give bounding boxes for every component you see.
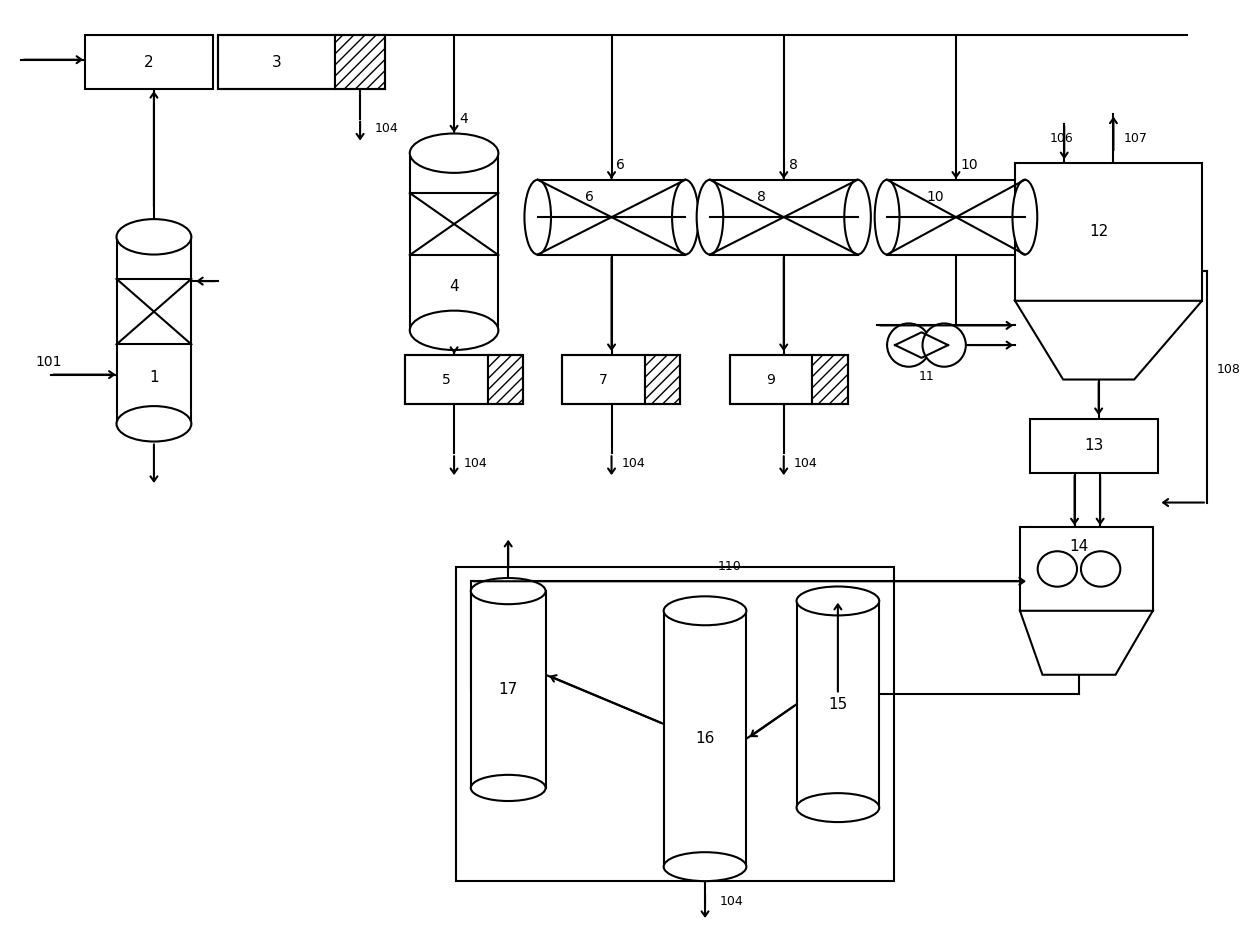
Text: 104: 104 — [794, 457, 817, 469]
Bar — [335, 35, 386, 89]
Bar — [1016, 163, 1202, 301]
Ellipse shape — [796, 793, 879, 822]
Text: 104: 104 — [621, 457, 645, 469]
Text: 6: 6 — [585, 190, 594, 204]
Bar — [218, 35, 335, 89]
Ellipse shape — [525, 180, 551, 255]
Bar — [663, 611, 746, 866]
Ellipse shape — [796, 587, 879, 615]
Ellipse shape — [117, 406, 191, 442]
Text: 104: 104 — [719, 895, 744, 907]
Text: 104: 104 — [464, 457, 487, 469]
Text: 2: 2 — [144, 55, 154, 69]
Ellipse shape — [409, 311, 498, 350]
Polygon shape — [1016, 301, 1202, 379]
Text: 10: 10 — [961, 158, 978, 172]
Bar — [218, 35, 386, 89]
Text: 9: 9 — [766, 373, 775, 387]
Ellipse shape — [672, 180, 698, 255]
Bar — [887, 180, 1025, 255]
Text: 13: 13 — [1084, 439, 1104, 453]
Ellipse shape — [874, 180, 899, 255]
Bar — [487, 355, 523, 404]
Bar — [405, 355, 523, 404]
Bar — [645, 355, 681, 404]
Text: 3: 3 — [272, 55, 281, 69]
Text: 14: 14 — [1069, 539, 1089, 555]
Ellipse shape — [471, 578, 546, 604]
Text: 15: 15 — [828, 697, 847, 712]
Bar — [711, 180, 858, 255]
Ellipse shape — [887, 323, 930, 367]
Bar — [796, 601, 879, 808]
Text: 108: 108 — [1216, 363, 1240, 376]
Text: 101: 101 — [36, 355, 62, 369]
Bar — [562, 355, 645, 404]
Ellipse shape — [117, 219, 191, 255]
Bar — [562, 355, 681, 404]
Bar — [86, 35, 213, 89]
Text: 8: 8 — [758, 190, 766, 204]
Text: 4: 4 — [449, 279, 459, 294]
Text: 10: 10 — [926, 190, 944, 204]
Bar — [409, 154, 498, 330]
Polygon shape — [1021, 611, 1153, 675]
Bar — [405, 355, 487, 404]
Bar — [538, 180, 686, 255]
Ellipse shape — [697, 180, 723, 255]
Text: 107: 107 — [1123, 132, 1147, 145]
Bar — [1021, 527, 1153, 611]
Text: 17: 17 — [498, 682, 518, 697]
Bar — [812, 355, 848, 404]
Ellipse shape — [471, 775, 546, 801]
Bar — [456, 567, 894, 882]
Text: 7: 7 — [599, 373, 608, 387]
Ellipse shape — [409, 134, 498, 173]
Bar — [729, 355, 812, 404]
Text: 6: 6 — [616, 158, 625, 172]
Text: 5: 5 — [441, 373, 450, 387]
Text: 110: 110 — [718, 560, 742, 573]
Text: 11: 11 — [919, 370, 934, 383]
Text: 1: 1 — [149, 370, 159, 385]
Text: 16: 16 — [696, 731, 714, 746]
Ellipse shape — [1081, 551, 1120, 587]
Bar — [471, 592, 546, 788]
Bar — [1029, 419, 1158, 473]
Ellipse shape — [1013, 180, 1038, 255]
Bar — [117, 237, 191, 424]
Ellipse shape — [1038, 551, 1078, 587]
Ellipse shape — [663, 596, 746, 626]
Text: 104: 104 — [374, 122, 398, 135]
Ellipse shape — [923, 323, 966, 367]
Bar — [729, 355, 848, 404]
Ellipse shape — [844, 180, 870, 255]
Text: 4: 4 — [459, 112, 467, 126]
Text: 106: 106 — [1049, 132, 1073, 145]
Text: 12: 12 — [1089, 225, 1109, 240]
Ellipse shape — [663, 852, 746, 881]
Text: 8: 8 — [789, 158, 797, 172]
